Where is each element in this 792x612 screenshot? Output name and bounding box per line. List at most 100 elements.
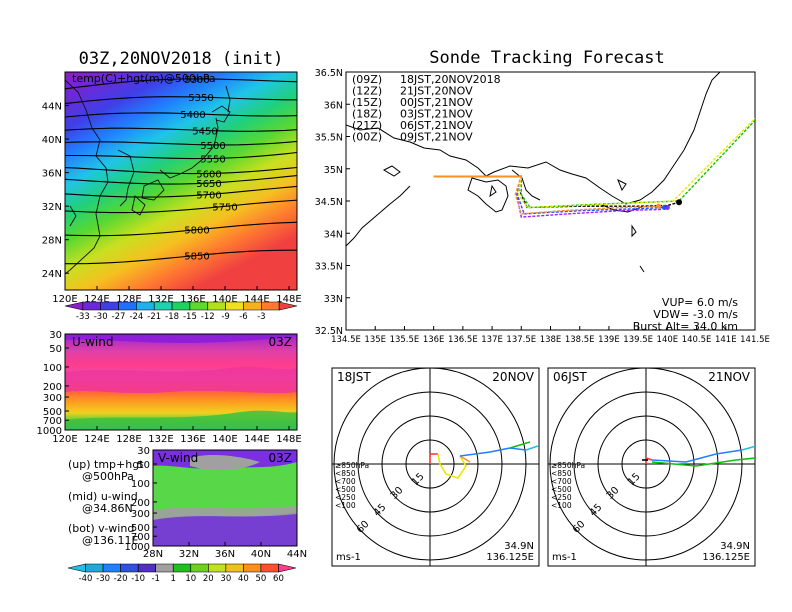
colorbar-label: -9	[221, 312, 229, 322]
hodo-level-label: <100	[551, 501, 572, 510]
uwind-p-label: 1000	[37, 426, 62, 437]
colorbar-cell	[261, 301, 280, 311]
vwind-time: 03Z	[269, 451, 293, 465]
wind-colorbar-label: 40	[238, 574, 249, 584]
colorbar-label: -24	[129, 312, 143, 322]
legend-time: 09JST,21NOV	[400, 131, 473, 144]
contour-label: 5600	[196, 169, 221, 180]
uwind-p-label: 30	[49, 330, 62, 341]
legend-mid-2: @34.86N	[82, 502, 133, 515]
hodo-trace	[741, 445, 755, 451]
map-lat-label: 40N	[42, 135, 62, 146]
map-lon-label: 124E	[84, 294, 109, 305]
vwind-neutral-band	[153, 506, 297, 520]
uwind-p-label: 300	[43, 393, 62, 404]
track-coastlines	[346, 72, 721, 273]
track-lon-label: 138E	[540, 335, 562, 345]
colorbar-label: -21	[147, 312, 161, 322]
map-label: temp(C)+hgt(m)@500hPa	[72, 72, 216, 85]
hodo-loc-lat: 34.9N	[720, 541, 750, 552]
hodo-level-label: <100	[335, 501, 356, 510]
height-contour	[65, 199, 297, 214]
vwind-p-label: 700	[131, 532, 150, 543]
vwind-p-label: 200	[131, 498, 150, 509]
hodo-trace	[429, 453, 438, 464]
track-lat-label: 33N	[324, 294, 343, 305]
param-vdw: VDW= -3.0 m/s	[653, 308, 738, 321]
hodo-loc-lat: 34.9N	[504, 541, 534, 552]
contour-label: 5650	[196, 179, 221, 190]
wind-colorbar-label: -40	[79, 574, 93, 584]
track-line	[520, 119, 755, 209]
wind-colorbar-cell	[85, 563, 104, 573]
vwind-p-label: 300	[131, 509, 150, 520]
left-title: 03Z,20NOV2018 (init)	[79, 49, 284, 69]
legend-code: (15Z)	[352, 96, 382, 109]
uwind-lon-ticks: 120E 124E 128E 132E 136E 140E 144E 148E	[52, 426, 302, 445]
legend-code: (12Z)	[352, 85, 382, 98]
track-lon-label: 138.5E	[565, 335, 595, 345]
track-lat-label: 35.5N	[315, 133, 343, 144]
track-end-marker	[676, 199, 683, 206]
vwind-neutral-patch	[190, 455, 260, 471]
uwind-time: 03Z	[269, 335, 293, 349]
contour-label: 5350	[188, 93, 213, 104]
track-lon-label: 140E	[657, 335, 679, 345]
colorbar-label: -18	[165, 312, 179, 322]
colorbar-cell	[225, 301, 244, 311]
colorbar-cell	[278, 301, 298, 311]
map-lon-ticks: 120E 124E 128E 132E 136E 140E 144E 148E	[52, 286, 302, 305]
vwind-label: V-wind	[158, 451, 198, 465]
vwind-p-label: 1000	[125, 542, 150, 553]
vwind-lat-label: 36N	[215, 549, 235, 560]
uwind-lower-band	[65, 410, 297, 430]
contour-label: 5300	[184, 75, 209, 86]
param-vup: VUP= 6.0 m/s	[662, 296, 738, 309]
wind-colorbar-cell	[190, 563, 209, 573]
uwind-p-label: 50	[49, 344, 62, 355]
colorbar-cell	[243, 301, 262, 311]
track-line	[514, 174, 659, 215]
height-contour	[65, 185, 297, 198]
contour-label: 5800	[184, 226, 209, 237]
wind-colorbar-cell	[260, 563, 279, 573]
hodo-trace	[651, 449, 743, 463]
vwind-p-label: 50	[137, 460, 150, 471]
colorbar-cell	[189, 301, 209, 311]
map-lon-label: 120E	[52, 294, 77, 305]
uwind-lon-label: 144E	[244, 434, 269, 445]
contour-label: 5750	[212, 202, 237, 213]
legend-bot-1: (bot) v-wind	[68, 522, 134, 535]
uwind-lon-label: 124E	[84, 434, 109, 445]
colorbar-label: -27	[112, 312, 126, 322]
track-lon-label: 137.5E	[506, 335, 536, 345]
uwind-lon-label: 136E	[180, 434, 205, 445]
uwind-lon-label: 120E	[52, 434, 77, 445]
track-lat-label: 36N	[324, 100, 343, 111]
vwind-lat-ticks: 28N 32N 36N 40N 44N	[143, 542, 307, 560]
hodo-loc-lon: 136.125E	[486, 552, 534, 563]
hodo-level-label: ≥850hPa	[551, 461, 585, 470]
hodo-trace	[525, 445, 539, 451]
hodo-rings	[548, 368, 755, 566]
hodo-trace	[459, 447, 527, 457]
track-lines	[433, 117, 755, 218]
height-contour	[65, 78, 297, 90]
uwind-jet-core	[65, 366, 297, 394]
wind-colorbar-cell	[225, 563, 244, 573]
uwind-lon-label: 128E	[116, 434, 141, 445]
track-lat-ticks: 36.5N 36N 35.5N 35N 34.5N 34N 33.5N 33N 32.5N	[315, 68, 350, 337]
track-line	[517, 175, 680, 209]
contour-label: 5400	[180, 110, 205, 121]
map-lat-label: 36N	[42, 169, 62, 180]
uwind-p-label: 100	[43, 363, 62, 374]
legend-up-1: (up) tmp+hgt	[68, 458, 144, 471]
map-lon-label: 140E	[212, 294, 237, 305]
wind-colorbar-cell	[278, 563, 297, 573]
hodo-loc-lon: 136.125E	[702, 552, 750, 563]
track-lon-label: 136.5E	[448, 335, 478, 345]
